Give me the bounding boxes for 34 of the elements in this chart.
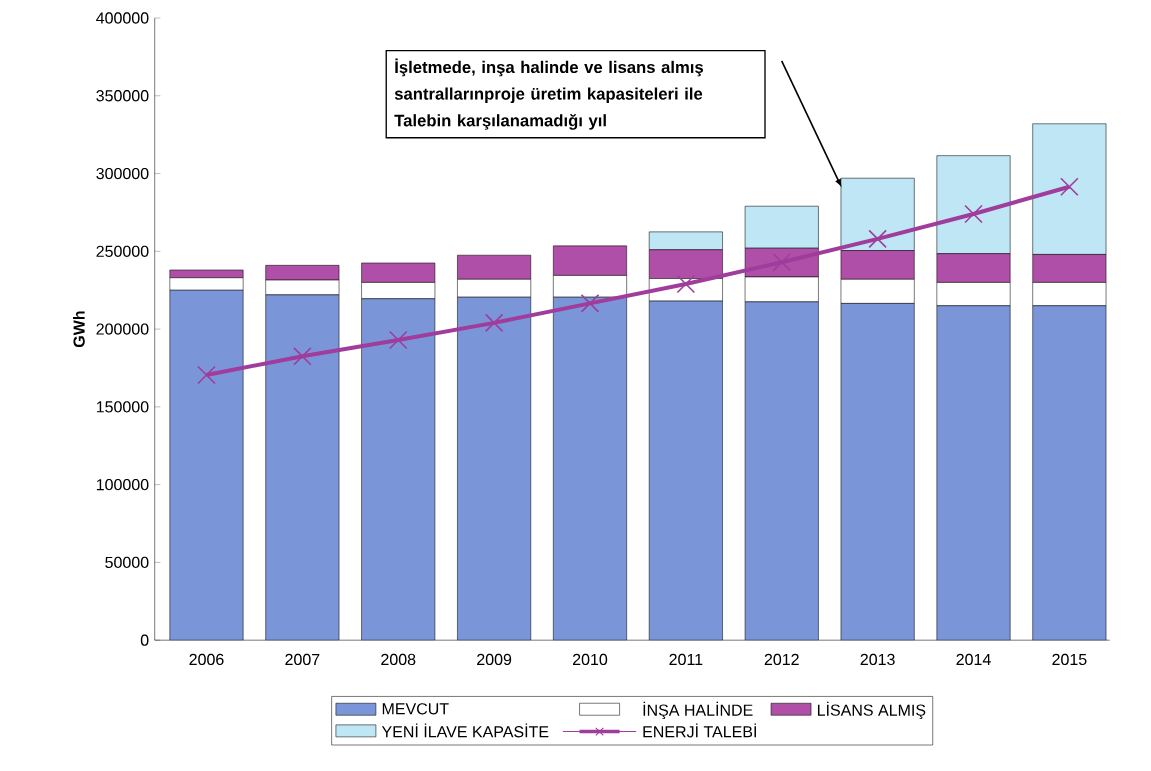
- x-tick-label: 2013: [860, 653, 895, 666]
- y-tick-label: 150000: [96, 401, 149, 413]
- point: [964, 204, 983, 224]
- y-tick-label: 300000: [96, 167, 149, 180]
- x-tick-label: 2009: [477, 653, 512, 666]
- x-tick-label: 2014: [956, 653, 991, 666]
- y-tick-label: 50000: [105, 556, 149, 569]
- legend-label: İNŞA HALİNDE: [643, 701, 753, 720]
- x-tick-label: 2011: [669, 653, 703, 666]
- y-tick-label: 200000: [96, 323, 149, 335]
- annotation: İşletmede, inşa halinde ve lisans almış santrallarınproje üretim kapasiteleri ile Talebin karşılanamadığı yıl: [394, 58, 704, 130]
- legend-label: LİSANS ALMIŞ: [817, 701, 926, 720]
- y-tick-label: 250000: [96, 245, 149, 258]
- x-tick-label: 2010: [572, 653, 608, 666]
- point: [388, 330, 408, 350]
- y-tick-label: 350000: [96, 90, 149, 102]
- x-tick-label: 2007: [285, 653, 320, 666]
- x-tick-label: 2012: [764, 653, 799, 666]
- y-tick-label: 100000: [96, 479, 149, 491]
- point: [484, 313, 504, 333]
- y-tick-label: 0: [140, 634, 149, 646]
- y-tick-label: 400000: [96, 12, 149, 24]
- legend-label: YENİ İLAVE KAPASİTE: [381, 723, 549, 738]
- x-tick-label: 2006: [189, 653, 224, 666]
- x-tick-label: 2008: [381, 653, 416, 666]
- legend-label: ENERJİ TALEBİ: [643, 723, 756, 738]
- legend-label: MEVCUT: [382, 703, 449, 715]
- point: [1060, 177, 1079, 197]
- y-axis-title: GWh: [73, 311, 85, 348]
- point: [868, 229, 887, 249]
- x-tick-label: 2015: [1052, 653, 1087, 666]
- point: [580, 294, 600, 313]
- point: [293, 347, 312, 366]
- point: [197, 365, 216, 385]
